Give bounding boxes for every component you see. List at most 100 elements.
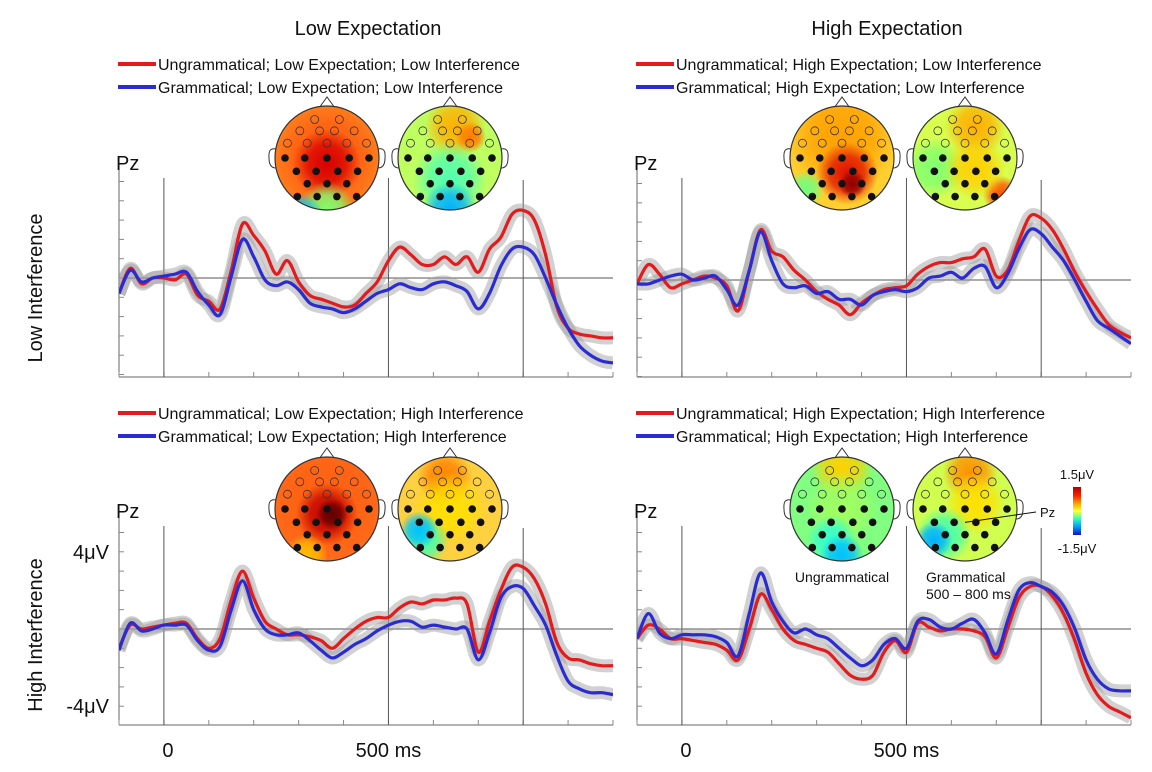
electrode-open xyxy=(472,477,482,487)
electrode-filled xyxy=(931,192,940,201)
electrode-open xyxy=(322,138,332,148)
electrode-filled xyxy=(475,543,484,552)
electrode-filled xyxy=(796,505,804,513)
pz-pointer-label: Pz xyxy=(1040,505,1055,520)
topo-caption-ungrammatical: Ungrammatical xyxy=(795,569,889,585)
electrode-open xyxy=(810,126,820,136)
electrode-filled xyxy=(353,518,362,527)
electrode-filled xyxy=(303,179,312,188)
electrode-filled xyxy=(961,179,969,188)
legend-label-ungrammatical: Ungrammatical; Low Expectation; High Int… xyxy=(158,406,524,423)
electrode-filled xyxy=(435,167,443,176)
electrode-open xyxy=(877,138,886,148)
electrode-filled xyxy=(980,179,989,188)
electrode-filled xyxy=(983,505,992,513)
electrode-filled xyxy=(828,543,836,552)
electrode-filled xyxy=(446,505,454,513)
electrode-open xyxy=(485,138,494,148)
electrode-open xyxy=(845,477,854,487)
ear xyxy=(500,148,509,169)
x-tick-label: 0 xyxy=(162,740,173,762)
electrode-filled xyxy=(860,505,869,513)
electrode-open xyxy=(465,489,475,499)
electrode-open xyxy=(849,466,859,475)
series-line-grammatical xyxy=(637,227,1131,346)
electrode-filled xyxy=(808,192,817,201)
series-line-grammatical xyxy=(119,579,613,697)
electrode-open xyxy=(302,489,312,499)
electrode-filled xyxy=(436,543,444,552)
electrode-filled xyxy=(352,543,361,552)
electrode-open xyxy=(330,477,339,487)
electrode-filled xyxy=(415,167,424,176)
electrode-filled xyxy=(353,167,362,176)
electrode-filled xyxy=(323,179,331,188)
electrode-filled xyxy=(436,192,444,201)
electrode-filled xyxy=(423,505,432,513)
series-line-grammatical xyxy=(637,571,1131,693)
electrode-filled xyxy=(416,543,425,552)
electrode-filled xyxy=(446,154,454,162)
electrode-title: Pz xyxy=(634,501,657,523)
electrode-filled xyxy=(951,543,959,552)
head-outline xyxy=(912,456,1018,562)
electrode-open xyxy=(334,466,344,475)
electrode-open xyxy=(310,466,320,475)
topo-blob xyxy=(915,521,953,559)
electrode-filled xyxy=(971,192,979,201)
electrode-open xyxy=(342,138,352,148)
electrode-filled xyxy=(323,530,331,539)
electrode-open xyxy=(315,477,324,487)
electrode-filled xyxy=(880,154,888,162)
topo-blob xyxy=(790,170,825,208)
electrode-filled xyxy=(404,505,412,513)
electrode-filled xyxy=(342,530,351,539)
electrode-filled xyxy=(849,167,857,176)
electrode-open xyxy=(283,489,292,499)
electrode-open xyxy=(445,489,455,499)
electrode-open xyxy=(334,115,344,124)
electrode-filled xyxy=(827,518,835,527)
electrode-open xyxy=(849,115,859,124)
electrode-open xyxy=(798,138,807,148)
nose xyxy=(833,447,851,460)
electrode-filled xyxy=(971,543,979,552)
electrode-filled xyxy=(303,530,312,539)
colorbar-max-label: 1.5μV xyxy=(1060,467,1095,482)
electrode-title: Pz xyxy=(116,501,139,523)
electrode-open xyxy=(953,126,962,136)
electrode-open xyxy=(362,489,371,499)
electrode-filled xyxy=(457,518,465,527)
topo-blob xyxy=(316,498,348,530)
column-title-high-expectation: High Expectation xyxy=(811,18,962,40)
electrode-filled xyxy=(972,518,980,527)
electrode-open xyxy=(349,126,359,136)
electrode-open xyxy=(425,489,435,499)
electrode-open xyxy=(438,477,447,487)
electrode-open xyxy=(457,115,467,124)
electrode-filled xyxy=(815,505,824,513)
electrode-filled xyxy=(868,167,877,176)
electrode-filled xyxy=(818,530,827,539)
electrode-filled xyxy=(488,505,496,513)
electrode-filled xyxy=(465,179,474,188)
electrode-filled xyxy=(860,154,869,162)
ear xyxy=(783,148,792,169)
electrode-filled xyxy=(980,530,989,539)
electrode-filled xyxy=(818,179,827,188)
electrode-filled xyxy=(961,154,969,162)
electrode-open xyxy=(825,466,835,475)
head-outline xyxy=(397,456,503,562)
electrode-open xyxy=(472,126,482,136)
electrode-filled xyxy=(815,154,824,162)
electrode-filled xyxy=(941,179,950,188)
electrode-filled xyxy=(838,179,846,188)
electrode-open xyxy=(933,126,943,136)
electrode-filled xyxy=(919,505,927,513)
electrode-filled xyxy=(867,543,876,552)
electrode-filled xyxy=(827,167,835,176)
electrode-filled xyxy=(950,518,958,527)
electrode-open xyxy=(817,138,827,148)
erp-panel-low-expectation-low-interference: Ungrammatical; Low Expectation; Low Inte… xyxy=(116,57,614,378)
